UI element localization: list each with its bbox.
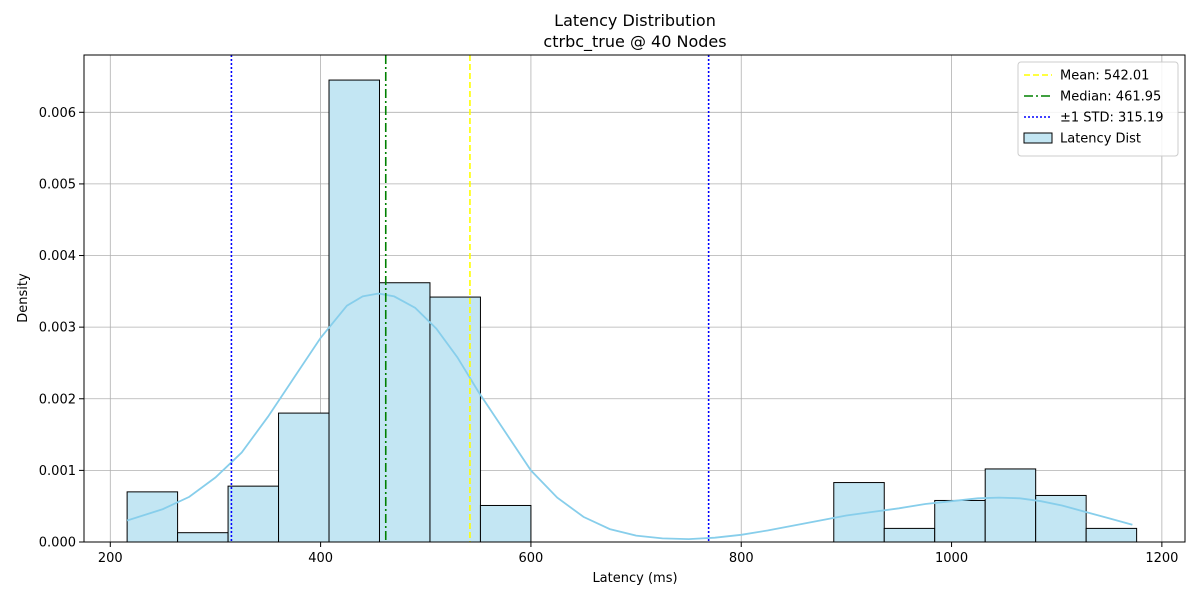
histogram-bar-12 [1035, 494, 1087, 543]
histogram-bar-8 [833, 482, 885, 543]
y-axis-ticks: 0.000 0.001 0.002 0.003 0.004 0.005 0.006 [39, 106, 84, 551]
histogram-bar-11 [984, 468, 1037, 543]
reference-lines [230, 55, 710, 542]
y-tick-label-4: 0.004 [39, 249, 76, 264]
legend-swatch-3 [1023, 132, 1053, 144]
y-axis-label: Density [16, 273, 31, 323]
x-tick-label-4: 1000 [935, 551, 968, 566]
histogram-bar-2 [227, 485, 280, 543]
legend-label-0: Mean: 542.01 [1060, 69, 1149, 84]
y-tick-label-5: 0.005 [39, 177, 76, 192]
x-tick-label-3: 800 [729, 551, 754, 566]
x-axis-ticks: 200 400 600 800 1000 1200 [98, 542, 1178, 566]
histogram-bar-7 [479, 504, 532, 543]
plot-frame [83, 54, 1186, 543]
histogram-bar-4 [328, 79, 380, 543]
y-tick-label-3: 0.003 [39, 321, 76, 336]
histogram-bar-13 [1085, 527, 1138, 543]
y-tick-label-2: 0.002 [39, 392, 76, 407]
x-axis-label: Latency (ms) [592, 571, 677, 586]
legend-box [1017, 61, 1179, 157]
histogram-bar-5 [378, 282, 431, 543]
histogram-bars [126, 79, 1138, 543]
legend-label-2: ±1 STD: 315.19 [1060, 111, 1164, 126]
histogram-bar-0 [126, 491, 179, 543]
histogram-bar-3 [278, 412, 330, 543]
x-tick-label-2: 600 [519, 551, 544, 566]
legend: Mean: 542.01 Median: 461.95 ±1 STD: 315.19… [1017, 61, 1179, 157]
histogram-bar-6 [429, 296, 481, 543]
legend-label-3: Latency Dist [1060, 132, 1141, 147]
chart-title: Latency Distribution [554, 11, 716, 30]
histogram-bar-10 [934, 499, 986, 543]
histogram-bar-1 [177, 532, 229, 543]
x-tick-label-0: 200 [98, 551, 123, 566]
y-tick-label-1: 0.001 [39, 464, 76, 479]
y-tick-label-6: 0.006 [39, 106, 76, 121]
chart-subtitle: ctrbc_true @ 40 Nodes [543, 32, 726, 52]
legend-label-1: Median: 461.95 [1060, 90, 1161, 105]
y-tick-label-0: 0.000 [39, 536, 76, 551]
x-tick-label-5: 1200 [1145, 551, 1178, 566]
x-tick-label-1: 400 [308, 551, 333, 566]
kde-curve [126, 292, 1133, 541]
histogram-bar-9 [883, 527, 936, 543]
